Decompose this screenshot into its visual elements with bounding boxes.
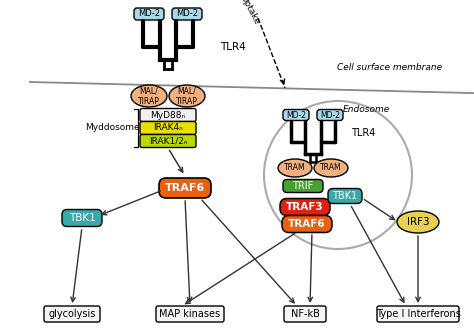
FancyBboxPatch shape (280, 199, 330, 215)
Text: glycolysis: glycolysis (48, 309, 96, 319)
Text: MAP kinases: MAP kinases (159, 309, 220, 319)
Text: MAL/
TIRAP: MAL/ TIRAP (138, 86, 160, 106)
Text: TLR4: TLR4 (351, 128, 375, 138)
Text: IRAK4ₙ: IRAK4ₙ (153, 123, 183, 132)
Text: MD-2: MD-2 (320, 111, 340, 119)
FancyBboxPatch shape (140, 109, 196, 121)
FancyBboxPatch shape (328, 188, 362, 204)
Text: IRF3: IRF3 (407, 217, 429, 227)
Text: TRAF3: TRAF3 (286, 202, 324, 212)
FancyBboxPatch shape (62, 210, 102, 226)
FancyBboxPatch shape (282, 215, 332, 232)
FancyBboxPatch shape (134, 8, 164, 20)
Text: Type I Interferons: Type I Interferons (375, 309, 460, 319)
Text: TBK1: TBK1 (69, 213, 95, 223)
Text: TLR4: TLR4 (220, 42, 246, 52)
Text: Cell surface membrane: Cell surface membrane (337, 64, 443, 72)
Ellipse shape (131, 85, 167, 107)
Text: TRIF: TRIF (292, 181, 314, 191)
FancyBboxPatch shape (284, 306, 326, 322)
Text: IRAK1/2ₙ: IRAK1/2ₙ (149, 136, 187, 146)
Text: MyD88ₙ: MyD88ₙ (150, 111, 185, 119)
Text: TBK1: TBK1 (332, 191, 357, 201)
Text: NF-kB: NF-kB (291, 309, 319, 319)
Text: MAL/
TIRAP: MAL/ TIRAP (176, 86, 198, 106)
Ellipse shape (169, 85, 205, 107)
FancyBboxPatch shape (140, 121, 196, 134)
Text: MD-2: MD-2 (176, 10, 198, 19)
Ellipse shape (397, 211, 439, 233)
Text: TRAM: TRAM (284, 164, 306, 172)
FancyBboxPatch shape (283, 179, 323, 193)
Text: MD-2: MD-2 (286, 111, 306, 119)
FancyBboxPatch shape (283, 110, 309, 120)
Text: Endosome: Endosome (342, 106, 390, 115)
Ellipse shape (278, 159, 312, 177)
Text: TRAF6: TRAF6 (165, 183, 205, 193)
Text: MD-2: MD-2 (138, 10, 160, 19)
Text: TRAM: TRAM (320, 164, 342, 172)
FancyBboxPatch shape (159, 178, 211, 198)
Text: Uptake: Uptake (238, 0, 262, 26)
FancyBboxPatch shape (156, 306, 224, 322)
FancyBboxPatch shape (172, 8, 202, 20)
Ellipse shape (314, 159, 348, 177)
Text: TRAF6: TRAF6 (288, 219, 326, 229)
FancyBboxPatch shape (44, 306, 100, 322)
Text: Myddosome: Myddosome (85, 123, 139, 132)
FancyBboxPatch shape (140, 134, 196, 148)
FancyBboxPatch shape (377, 306, 459, 322)
FancyBboxPatch shape (317, 110, 343, 120)
